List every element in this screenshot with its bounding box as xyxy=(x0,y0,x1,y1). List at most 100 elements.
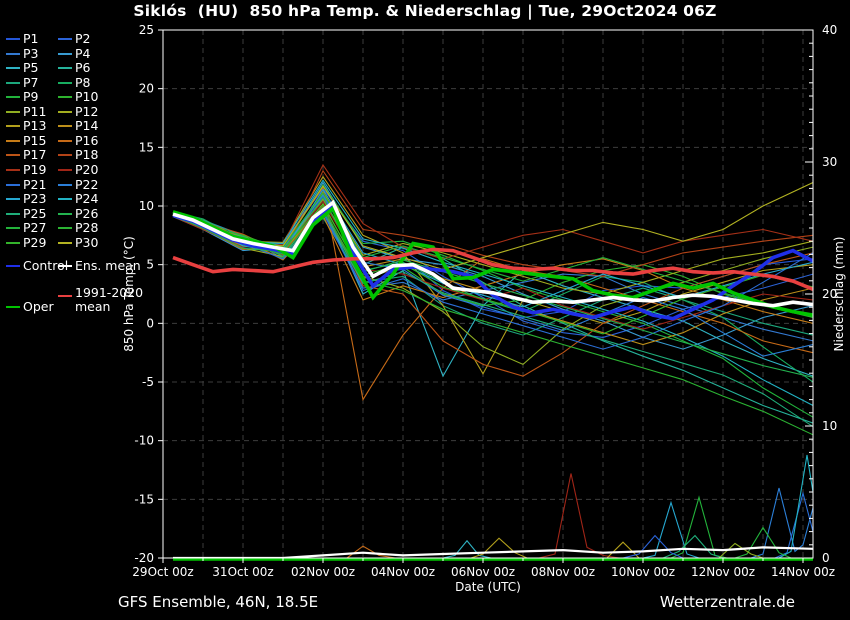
temp-tick-label: 15 xyxy=(139,140,154,154)
member-label: P17 xyxy=(23,147,47,163)
member-label: P5 xyxy=(23,60,39,76)
temp-tick-label: -10 xyxy=(134,434,154,448)
member-line-P13 xyxy=(172,175,813,375)
member-label: P10 xyxy=(75,89,99,105)
member-swatch xyxy=(58,183,72,186)
date-tick-label: 12Nov 00z xyxy=(691,565,755,579)
footer-model-info: GFS Ensemble, 46N, 18.5E xyxy=(118,593,319,611)
precip-spike-P23 xyxy=(642,500,700,559)
member-swatch xyxy=(58,139,72,142)
member-label: P9 xyxy=(23,89,39,105)
member-swatch xyxy=(58,38,72,40)
member-label: P4 xyxy=(75,45,91,61)
member-label: P12 xyxy=(75,103,99,119)
precip-spike-P22 xyxy=(750,487,813,559)
ens-mean-line xyxy=(172,199,813,308)
precip-spike-P25 xyxy=(662,534,724,559)
member-label: P2 xyxy=(75,31,91,46)
member-swatch xyxy=(6,154,20,157)
member-label: P26 xyxy=(75,205,99,221)
member-swatch xyxy=(6,139,20,142)
temp-tick-label: -5 xyxy=(142,375,154,389)
legend-label-control: Control xyxy=(23,258,69,273)
member-swatch xyxy=(6,125,20,128)
member-swatch xyxy=(58,227,72,230)
member-swatch xyxy=(6,212,20,215)
date-tick-label: 14Nov 00z xyxy=(771,565,835,579)
member-label: P11 xyxy=(23,103,47,119)
temp-tick-label: 5 xyxy=(146,258,154,272)
date-tick-label: 04Nov 00z xyxy=(371,565,435,579)
precip-spike-P20 xyxy=(538,473,620,559)
legend-label-oper: Oper xyxy=(23,299,54,314)
precip-spike-P24 xyxy=(778,454,813,559)
member-swatch xyxy=(58,241,72,244)
precip-tick-label: 30 xyxy=(822,155,837,169)
precip-tick-label: 20 xyxy=(822,287,837,301)
member-label: P24 xyxy=(75,191,99,207)
member-label: P8 xyxy=(75,74,91,90)
temp-tick-label: 25 xyxy=(139,23,154,37)
member-swatch xyxy=(6,227,20,230)
precip-spike-P16 xyxy=(346,545,396,559)
member-label: P22 xyxy=(75,176,99,192)
member-label: P1 xyxy=(23,31,39,46)
member-line-P28 xyxy=(172,206,813,436)
x-axis-label: Date (UTC) xyxy=(455,580,521,594)
member-line-P21 xyxy=(172,212,813,350)
member-swatch xyxy=(58,198,72,201)
date-tick-label: 02Nov 00z xyxy=(291,565,355,579)
member-swatch xyxy=(6,96,20,99)
precip-spike-P21 xyxy=(774,491,813,559)
member-swatch xyxy=(6,198,20,201)
member-label: P25 xyxy=(23,205,47,221)
member-swatch xyxy=(6,52,20,55)
precip-axis-label: Niederschlag (mm) xyxy=(832,237,846,352)
member-swatch xyxy=(58,125,72,128)
control-swatch xyxy=(6,265,20,267)
member-label: P14 xyxy=(75,118,99,134)
member-swatch xyxy=(6,38,20,40)
page-title: Siklós (HU) 850 hPa Temp. & Niederschlag… xyxy=(133,2,717,20)
member-label: P15 xyxy=(23,132,47,148)
date-tick-label: 06Nov 00z xyxy=(451,565,515,579)
member-label: P16 xyxy=(75,132,99,148)
member-swatch xyxy=(6,67,20,70)
date-tick-label: 31Oct 00z xyxy=(212,565,273,579)
member-swatch xyxy=(58,212,72,215)
date-tick-label: 08Nov 00z xyxy=(531,565,595,579)
member-label: P23 xyxy=(23,191,47,207)
date-tick-label: 10Nov 00z xyxy=(611,565,675,579)
member-label: P27 xyxy=(23,220,47,236)
temp-tick-label: 20 xyxy=(139,82,154,96)
plot-lines xyxy=(172,163,813,561)
member-line-P6 xyxy=(172,193,813,424)
ens-mean-swatch xyxy=(58,265,72,267)
member-label: P7 xyxy=(23,74,39,90)
member-label: P29 xyxy=(23,234,47,250)
climate-mean-line xyxy=(172,247,813,291)
member-label: P3 xyxy=(23,45,39,61)
temp-axis-label: 850 hPa Temp. (°C) xyxy=(122,236,136,352)
precip-spike-P2 xyxy=(622,534,684,559)
member-label: P13 xyxy=(23,118,47,134)
member-swatch xyxy=(58,154,72,157)
legend-label-climate: 1991-2020 mean xyxy=(75,285,144,314)
temp-tick-label: -20 xyxy=(134,551,154,565)
precip-tick-label: 10 xyxy=(822,419,837,433)
member-line-P22 xyxy=(172,194,813,357)
member-label: P20 xyxy=(75,162,99,177)
precip-spike-P13 xyxy=(470,537,640,559)
temp-tick-label: 0 xyxy=(146,316,154,330)
member-label: P18 xyxy=(75,147,99,163)
member-label: P30 xyxy=(75,234,99,250)
member-swatch xyxy=(58,169,72,171)
precip-spike-P9 xyxy=(734,526,792,559)
date-tick-label: 29Oct 00z xyxy=(132,565,193,579)
member-line-P30 xyxy=(172,182,813,270)
member-label: P19 xyxy=(23,162,47,177)
precip-tick-label: 40 xyxy=(822,23,837,37)
member-swatch xyxy=(6,183,20,186)
member-swatch xyxy=(58,96,72,99)
